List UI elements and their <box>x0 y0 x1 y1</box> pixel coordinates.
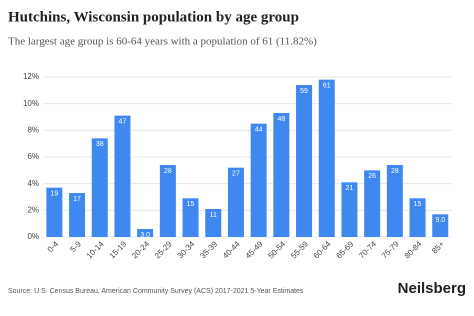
data-label: 28 <box>164 168 172 175</box>
x-tick-label: 70-74 <box>357 239 378 260</box>
bar <box>386 165 403 237</box>
bar <box>91 138 108 237</box>
data-label: 48 <box>277 116 285 123</box>
data-label: 47 <box>119 119 127 126</box>
y-tick-label: 0% <box>27 232 39 241</box>
brand: Neilsberg <box>398 280 466 297</box>
bar <box>273 113 290 237</box>
data-label: 59 <box>300 88 308 95</box>
y-tick-label: 4% <box>27 179 39 188</box>
x-tick-label: 30-34 <box>176 239 197 260</box>
y-tick-label: 2% <box>27 205 39 214</box>
data-label: 17 <box>73 196 81 203</box>
data-label: 61 <box>323 83 331 90</box>
bar <box>341 182 358 237</box>
y-tick-label: 8% <box>27 125 39 134</box>
x-tick-label: 75-79 <box>380 239 401 260</box>
bar <box>137 229 154 237</box>
x-tick-label: 10-14 <box>85 239 106 260</box>
bar <box>182 198 199 237</box>
chart-subtitle: The largest age group is 60-64 years wit… <box>8 36 317 48</box>
data-label: 26 <box>368 173 376 180</box>
data-label: 11 <box>210 212 217 219</box>
x-tick-label: 50-54 <box>266 239 287 260</box>
x-tick-label: 35-39 <box>198 239 219 260</box>
y-tick-label: 12% <box>23 72 39 81</box>
chart-title: Hutchins, Wisconsin population by age gr… <box>8 9 299 25</box>
data-label: 9.0 <box>435 217 445 224</box>
bar <box>250 123 267 237</box>
data-label: 3.0 <box>140 232 150 239</box>
bar <box>409 198 426 237</box>
x-tick-label: 60-64 <box>312 239 333 260</box>
bar <box>114 115 131 237</box>
x-tick-label: 45-49 <box>244 239 265 260</box>
bar <box>46 187 63 237</box>
x-tick-label: 65-69 <box>335 239 356 260</box>
bar <box>318 79 335 238</box>
x-tick-label: 80-84 <box>403 239 424 260</box>
data-label: 44 <box>255 127 263 134</box>
y-tick-label: 10% <box>23 99 39 108</box>
data-label: 38 <box>96 141 104 148</box>
x-tick-label: 25-29 <box>153 239 174 260</box>
data-label: 15 <box>414 201 422 208</box>
x-tick-label: 5-9 <box>68 239 83 254</box>
x-tick-label: 0-4 <box>46 239 61 254</box>
data-label: 15 <box>187 201 195 208</box>
y-tick-label: 6% <box>27 152 39 161</box>
bar <box>296 85 313 237</box>
x-tick-label: 55-59 <box>289 239 310 260</box>
source: Source: U.S. Census Bureau, American Com… <box>8 288 304 295</box>
bar <box>432 214 449 237</box>
x-tick-label: 85+ <box>430 239 446 255</box>
data-label: 27 <box>232 171 240 178</box>
bar <box>227 167 244 237</box>
x-tick-label: 40-44 <box>221 239 242 260</box>
x-tick-label: 20-24 <box>130 239 151 260</box>
bar <box>364 170 381 237</box>
data-label: 19 <box>50 191 58 198</box>
bar <box>205 209 222 237</box>
bar <box>159 165 176 237</box>
bar <box>69 193 86 237</box>
data-label: 28 <box>391 168 399 175</box>
data-label: 21 <box>346 185 354 192</box>
x-tick-label: 15-19 <box>108 239 129 260</box>
